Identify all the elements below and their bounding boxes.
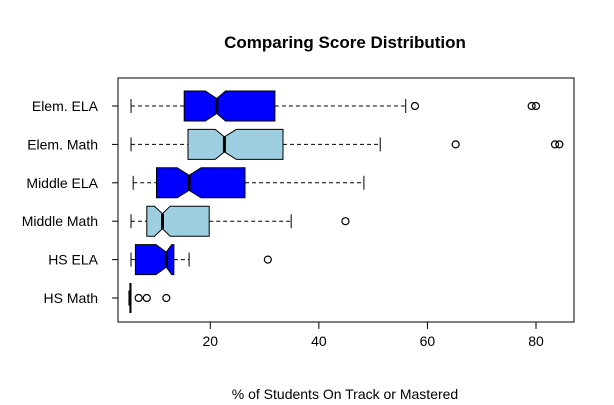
box-elem-ela <box>130 90 541 122</box>
outlier-middle-math-1 <box>341 217 350 226</box>
outlier-elem-ela-2 <box>527 101 536 111</box>
box-middle-math <box>130 205 350 237</box>
outlier-hs-math-3 <box>162 293 171 303</box>
outlier-elem-ela-1 <box>410 101 420 111</box>
plot-frame <box>117 77 575 323</box>
x-axis-label: % of Students On Track or Mastered <box>232 386 458 402</box>
box-body-hs-ela <box>134 244 175 276</box>
outlier-elem-math-2 <box>550 140 560 149</box>
x-axis: 20 40 60 80 <box>202 322 544 349</box>
category-label-middle-math: Middle Math <box>22 213 98 229</box>
category-label-hs-ela: HS ELA <box>48 252 98 268</box>
outlier-elem-ela-3 <box>531 101 541 111</box>
outlier-elem-math-3 <box>555 140 564 149</box>
x-tick-label-20: 20 <box>202 333 218 349</box>
x-tick-label-40: 40 <box>311 333 327 349</box>
box-body-middle-math <box>146 205 210 237</box>
boxes-group <box>128 90 564 314</box>
outlier-hs-math-2 <box>142 293 151 303</box>
category-label-elem-ela: Elem. ELA <box>32 98 99 114</box>
category-label-middle-ela: Middle ELA <box>26 175 98 191</box>
box-body-middle-ela <box>156 167 246 199</box>
outlier-hs-math-1 <box>134 293 143 303</box>
x-tick-label-60: 60 <box>420 333 436 349</box>
box-hs-ela <box>130 244 272 276</box>
category-labels: HS Math HS ELA Middle Math Middle ELA Elem. … <box>22 98 118 306</box>
chart-title: Comparing Score Distribution <box>224 33 466 52</box>
box-body-elem-ela <box>183 90 276 122</box>
box-hs-math <box>128 282 171 314</box>
x-tick-label-80: 80 <box>528 333 544 349</box>
box-body-elem-math <box>187 128 284 160</box>
box-elem-math <box>130 128 564 160</box>
category-label-hs-math: HS Math <box>44 290 98 306</box>
category-label-elem-math: Elem. Math <box>27 136 98 152</box>
box-middle-ela <box>132 167 365 199</box>
outlier-elem-math-1 <box>451 140 460 149</box>
outlier-hs-ela-1 <box>263 255 272 264</box>
